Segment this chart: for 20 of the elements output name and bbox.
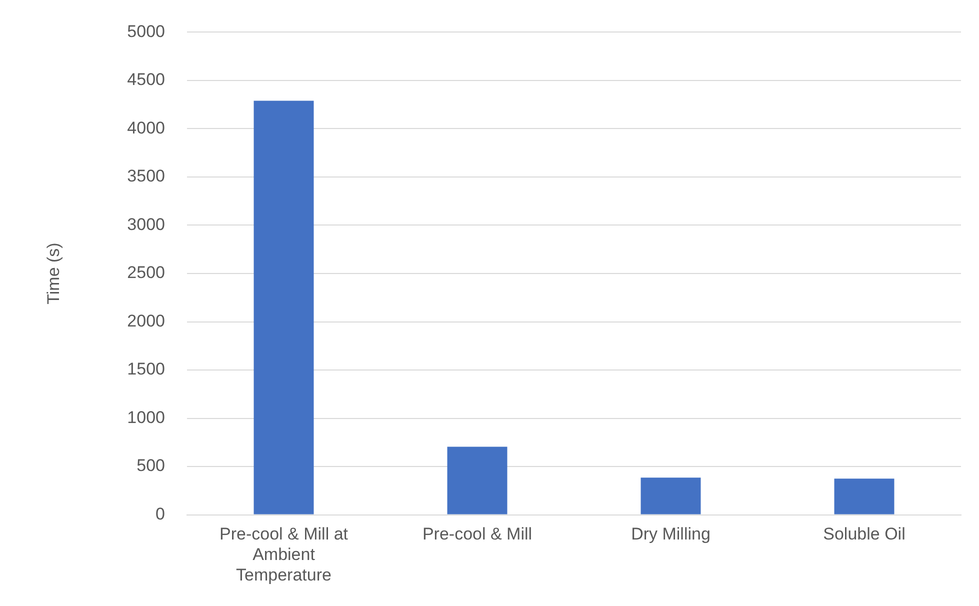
y-tick-label: 500 — [136, 456, 165, 476]
x-tick-label: Pre-cool & Mill at Ambient Temperature — [220, 524, 348, 584]
bar — [834, 478, 894, 514]
y-tick-label: 2000 — [127, 311, 165, 330]
y-tick-label: 1500 — [127, 360, 165, 379]
x-tick-label: Dry Milling — [631, 524, 710, 544]
y-tick-label: 2500 — [127, 263, 165, 282]
y-tick-label: 0 — [156, 504, 165, 524]
y-tick-label: 4000 — [127, 118, 165, 138]
x-tick-label: Pre-cool & Mill — [422, 524, 532, 544]
bar — [254, 100, 314, 514]
y-tick-label: 3500 — [127, 166, 165, 186]
y-tick-label: 5000 — [127, 22, 165, 41]
y-tick-label: 4500 — [127, 70, 165, 90]
bar — [640, 478, 701, 514]
y-tick-label: 3000 — [127, 214, 165, 234]
bar — [447, 446, 508, 514]
y-tick-label: 1000 — [127, 408, 165, 427]
y-axis-title: Time (s) — [44, 242, 63, 304]
x-tick-label: Soluble Oil — [823, 524, 906, 544]
